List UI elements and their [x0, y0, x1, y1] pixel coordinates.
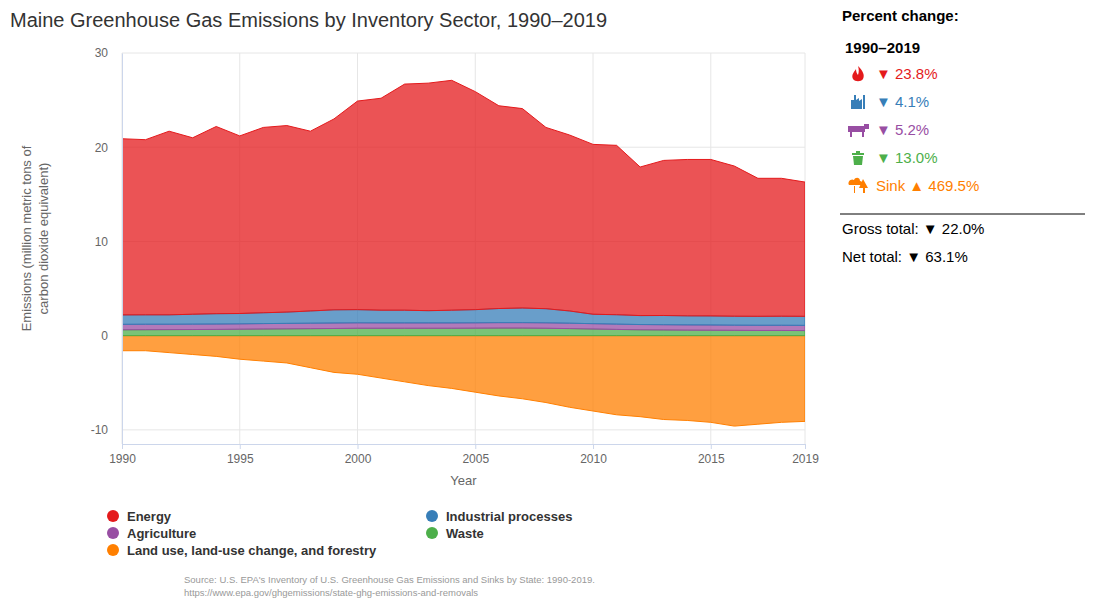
x-tick-label: 2015 — [698, 452, 725, 466]
x-tick-mark — [805, 444, 806, 449]
panel-heading: Percent change: — [842, 7, 959, 24]
legend-item: Industrial processes — [426, 509, 572, 524]
x-tick-label: 2000 — [345, 452, 372, 466]
change-label: ▼ 13.0% — [876, 149, 938, 166]
panel-divider — [840, 214, 1085, 215]
legend-swatch — [426, 510, 438, 522]
legend-swatch — [107, 510, 119, 522]
plot-area — [122, 80, 805, 426]
change-icon — [852, 151, 864, 165]
legend-item: Agriculture — [107, 526, 196, 541]
x-tick-label: 2019 — [792, 452, 819, 466]
change-icon — [852, 66, 863, 81]
x-tick-label: 2010 — [580, 452, 607, 466]
change-label: ▼ 5.2% — [876, 121, 929, 138]
source-note: https://www.epa.gov/ghgemissions/state-g… — [184, 587, 478, 598]
legend-label: Waste — [446, 526, 484, 541]
y-tick: 0 — [101, 329, 122, 343]
x-tick-mark — [240, 444, 241, 449]
y-tick-label: 30 — [95, 46, 109, 60]
y-axis-title-line: Emissions (million metric tons of — [19, 145, 34, 331]
legend-item: Waste — [426, 526, 484, 541]
legend-swatch — [426, 527, 438, 539]
y-tick: 30 — [95, 46, 122, 60]
y-tick-label: 0 — [101, 329, 108, 343]
chart-title: Maine Greenhouse Gas Emissions by Invent… — [10, 9, 607, 31]
total-label: Gross total: ▼ 22.0% — [842, 220, 984, 237]
y-tick-label: 10 — [95, 235, 109, 249]
x-tick-mark — [122, 444, 123, 449]
change-label: Sink ▲ 469.5% — [876, 177, 979, 194]
total-label: Net total: ▼ 63.1% — [842, 248, 968, 265]
change-icon — [848, 124, 869, 137]
area — [122, 80, 805, 316]
y-grid-line — [122, 53, 805, 54]
legend-label: Agriculture — [127, 526, 196, 541]
change-item: ▼ 4.1% — [851, 93, 929, 110]
source-note: Source: U.S. EPA's Inventory of U.S. Gre… — [184, 574, 595, 585]
change-item: ▼ 23.8% — [852, 65, 937, 82]
x-tick-label: 1995 — [227, 452, 254, 466]
grid — [122, 53, 805, 444]
x-tick: 2005 — [462, 444, 489, 466]
y-tick: -10 — [91, 423, 122, 437]
x-axis: 1990 1995 2000 2005 2010 2015 2019 — [109, 444, 819, 466]
y-axis-line — [122, 54, 123, 445]
legend-label: Energy — [127, 509, 172, 524]
change-label: ▼ 23.8% — [876, 65, 938, 82]
x-axis-line — [123, 445, 806, 450]
x-tick: 2015 — [698, 444, 725, 466]
y-tick-label: -10 — [91, 423, 109, 437]
panel-period: 1990–2019 — [845, 39, 920, 56]
x-axis-title: Year — [450, 473, 477, 488]
change-icon — [848, 178, 868, 193]
y-tick-label: 20 — [95, 141, 109, 155]
x-tick: 2010 — [580, 444, 607, 466]
x-tick: 1995 — [227, 444, 254, 466]
change-icon — [851, 95, 865, 109]
area — [122, 336, 805, 426]
legend-item: Energy — [107, 509, 172, 524]
y-axis: -10 0 10 20 30 — [91, 46, 123, 444]
y-tick: 20 — [95, 141, 122, 155]
legend-item: Land use, land-use change, and forestry — [107, 543, 377, 558]
percent-change-panel: Percent change: 1990–2019 ▼ 23.8% ▼ 4.1% ▼ 5… — [840, 7, 1085, 265]
x-tick-label: 2005 — [462, 452, 489, 466]
x-tick-label: 1990 — [109, 452, 136, 466]
y-tick: 10 — [95, 235, 122, 249]
x-grid-line — [122, 53, 123, 444]
icon-sink — [848, 178, 868, 193]
x-tick: 1990 — [109, 444, 136, 466]
change-item: Sink ▲ 469.5% — [848, 177, 979, 194]
icon-factory — [851, 95, 865, 109]
x-tick-mark — [711, 444, 712, 449]
legend-label: Industrial processes — [446, 509, 572, 524]
x-tick: 2000 — [345, 444, 372, 466]
chart: Maine Greenhouse Gas Emissions by Invent… — [0, 0, 1105, 606]
legend: Energy Industrial processes Agriculture Was… — [107, 509, 572, 558]
x-tick-mark — [475, 444, 476, 449]
change-item: ▼ 13.0% — [852, 149, 938, 166]
y-grid-line — [122, 429, 805, 430]
legend-swatch — [107, 544, 119, 556]
x-tick: 2019 — [792, 444, 819, 466]
icon-fire — [852, 66, 863, 81]
x-tick-mark — [593, 444, 594, 449]
y-axis-title-line: carbon dioxide equivalent) — [36, 163, 51, 315]
legend-label: Land use, land-use change, and forestry — [127, 543, 377, 558]
icon-cow — [848, 124, 869, 137]
change-label: ▼ 4.1% — [876, 93, 929, 110]
change-item: ▼ 5.2% — [848, 121, 929, 138]
y-axis-title: Emissions (million metric tons ofcarbon … — [19, 145, 51, 331]
legend-swatch — [107, 527, 119, 539]
x-tick-mark — [358, 444, 359, 449]
icon-trash — [852, 151, 864, 165]
